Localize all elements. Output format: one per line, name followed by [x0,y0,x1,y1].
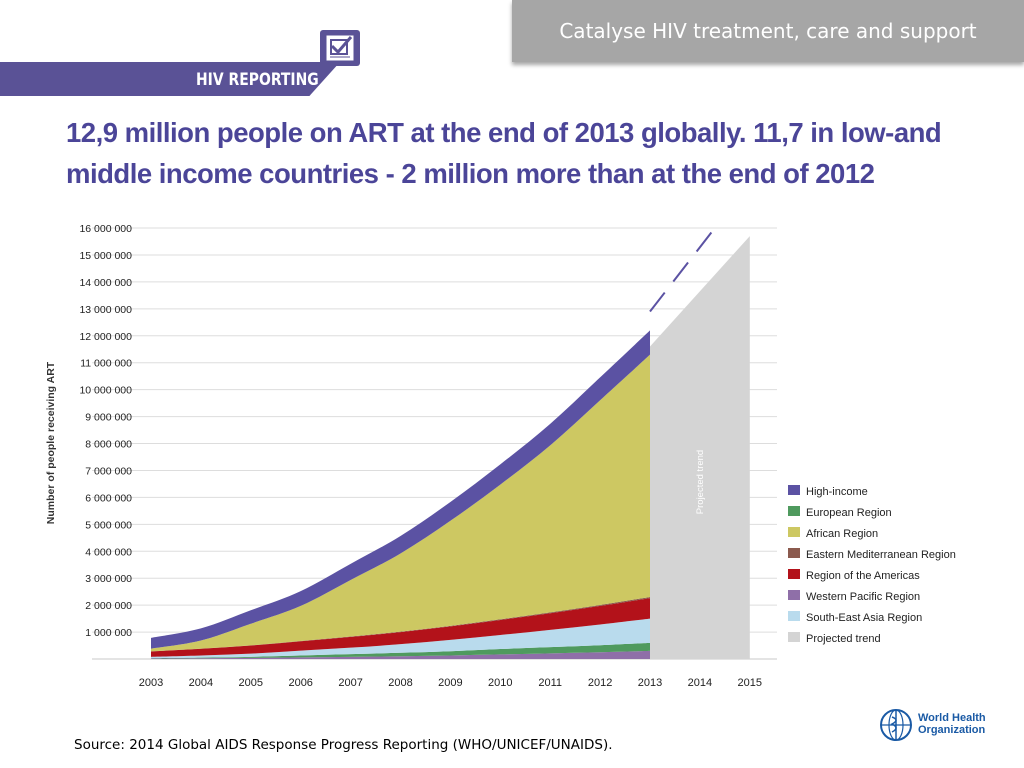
hiv-reporting-band [0,62,340,96]
x-tick-label: 2004 [189,677,213,689]
y-tick-label: 14 000 000 [79,277,132,289]
y-tick-label: 7 000 000 [85,465,132,477]
x-tick-label: 2005 [239,677,263,689]
legend-swatch [788,506,800,516]
projection-label: Projected trend [695,450,706,514]
legend-label: Eastern Mediterranean Region [806,549,956,561]
y-tick-label: 2 000 000 [85,600,132,612]
topic-banner-text: Catalyse HIV treatment, care and support [559,19,977,43]
y-axis-ticks: 1 000 000 2 000 000 3 000 000 4 000 000 5 00… [79,223,132,639]
chart-areas [151,330,650,659]
y-tick-label: 16 000 000 [79,223,132,235]
legend-label: High-income [806,486,868,498]
hiv-reporting-label: HIV REPORTING [196,70,319,90]
area-african-region [151,354,650,652]
x-tick-label: 2012 [588,677,612,689]
y-tick-label: 10 000 000 [79,385,132,397]
x-tick-label: 2003 [139,677,163,689]
area-region-of-the-americas [151,598,650,657]
legend-label: Region of the Americas [806,570,920,582]
slide-title: 12,9 million people on ART at the end of… [66,112,1006,194]
x-tick-label: 2015 [738,677,762,689]
y-tick-label: 9 000 000 [85,412,132,424]
x-tick-label: 2006 [288,677,312,689]
topic-banner: Catalyse HIV treatment, care and support [512,0,1024,62]
legend-label: African Region [806,528,878,540]
legend-swatch [788,548,800,558]
x-tick-label: 2013 [638,677,662,689]
slide-title-line-2: middle income countries - 2 million more… [66,158,875,189]
legend-swatch [788,611,800,621]
y-tick-label: 4 000 000 [85,546,132,558]
y-tick-label: 5 000 000 [85,519,132,531]
x-tick-label: 2011 [538,677,562,689]
y-tick-label: 3 000 000 [85,573,132,585]
y-tick-label: 13 000 000 [79,304,132,316]
legend-label: Western Pacific Region [806,591,920,603]
legend-swatch [788,485,800,495]
source-note: Source: 2014 Global AIDS Response Progre… [74,737,613,753]
y-axis-label: Number of people receiving ART [45,361,57,524]
art-chart: Projected trend 1 000 000 2 000 000 3 000 … [45,223,956,689]
projection-dashed-line [649,227,716,313]
x-tick-label: 2007 [338,677,362,689]
x-tick-label: 2008 [388,677,412,689]
checkbox-report-icon [320,30,360,66]
chart-legend: High-income European Region African Region… [788,485,956,645]
y-tick-label: 11 000 000 [80,358,132,370]
area-south-east-asia-region [151,618,650,659]
legend-swatch [788,632,800,642]
y-tick-label: 6 000 000 [85,492,132,504]
x-tick-label: 2009 [438,677,462,689]
who-line-2: Organization [918,724,986,736]
y-tick-label: 12 000 000 [79,331,132,343]
who-emblem-icon [880,709,912,741]
y-tick-label: 15 000 000 [79,250,132,262]
legend-swatch [788,590,800,600]
legend-label: European Region [806,507,892,519]
area-european-region [151,642,650,659]
legend-swatch [788,527,800,537]
slide-title-line-1: 12,9 million people on ART at the end of… [66,117,942,148]
legend-label: South-East Asia Region [806,612,922,624]
x-tick-label: 2010 [488,677,512,689]
legend-swatch [788,569,800,579]
x-tick-label: 2014 [688,677,712,689]
y-tick-label: 8 000 000 [85,439,132,451]
legend-label: Projected trend [806,633,881,645]
y-tick-label: 1 000 000 [85,627,132,639]
area-western-pacific-region [151,650,650,659]
who-line-1: World Health [918,712,986,724]
projection-area [650,236,750,660]
chart-projection: Projected trend [649,227,750,660]
x-axis-ticks: 2003 2004 2005 2006 2007 2008 2009 2010 2011 2012… [139,677,762,689]
who-wordmark: World Health Organization [918,712,986,736]
